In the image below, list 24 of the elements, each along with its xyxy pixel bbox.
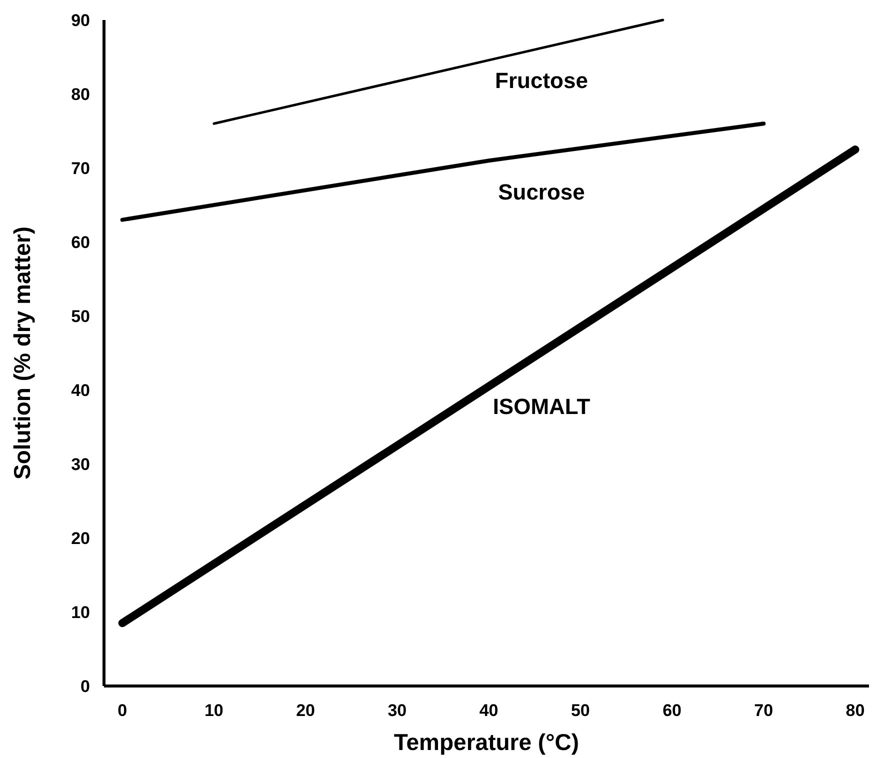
x-tick-label: 0 [118,701,128,720]
x-axis-title: Temperature (°C) [394,729,580,755]
x-tick-label: 70 [754,701,774,720]
series-label: Fructose [495,68,588,94]
y-tick-label: 90 [71,10,90,30]
x-tick-label: 20 [296,701,316,720]
x-tick-label: 60 [662,701,682,720]
y-tick-label: 0 [80,676,90,696]
y-tick-label: 30 [71,454,90,474]
y-tick-label: 60 [71,232,90,252]
x-tick-label: 50 [570,701,590,720]
y-tick-label: 40 [71,380,90,400]
x-tick-label: 80 [846,701,865,720]
y-tick-label: 50 [71,306,90,326]
x-tick-label: 40 [479,701,498,720]
y-axis-title: Solution (% dry matter) [9,226,35,480]
series-label: ISOMALT [492,394,591,420]
y-tick-label: 10 [71,602,90,622]
x-tick-label: 30 [388,701,407,720]
series-label: Sucrose [498,180,585,205]
x-tick-label: 10 [204,701,224,720]
y-tick-label: 70 [71,158,90,178]
y-tick-label: 20 [71,528,90,548]
y-tick-label: 80 [71,84,90,104]
